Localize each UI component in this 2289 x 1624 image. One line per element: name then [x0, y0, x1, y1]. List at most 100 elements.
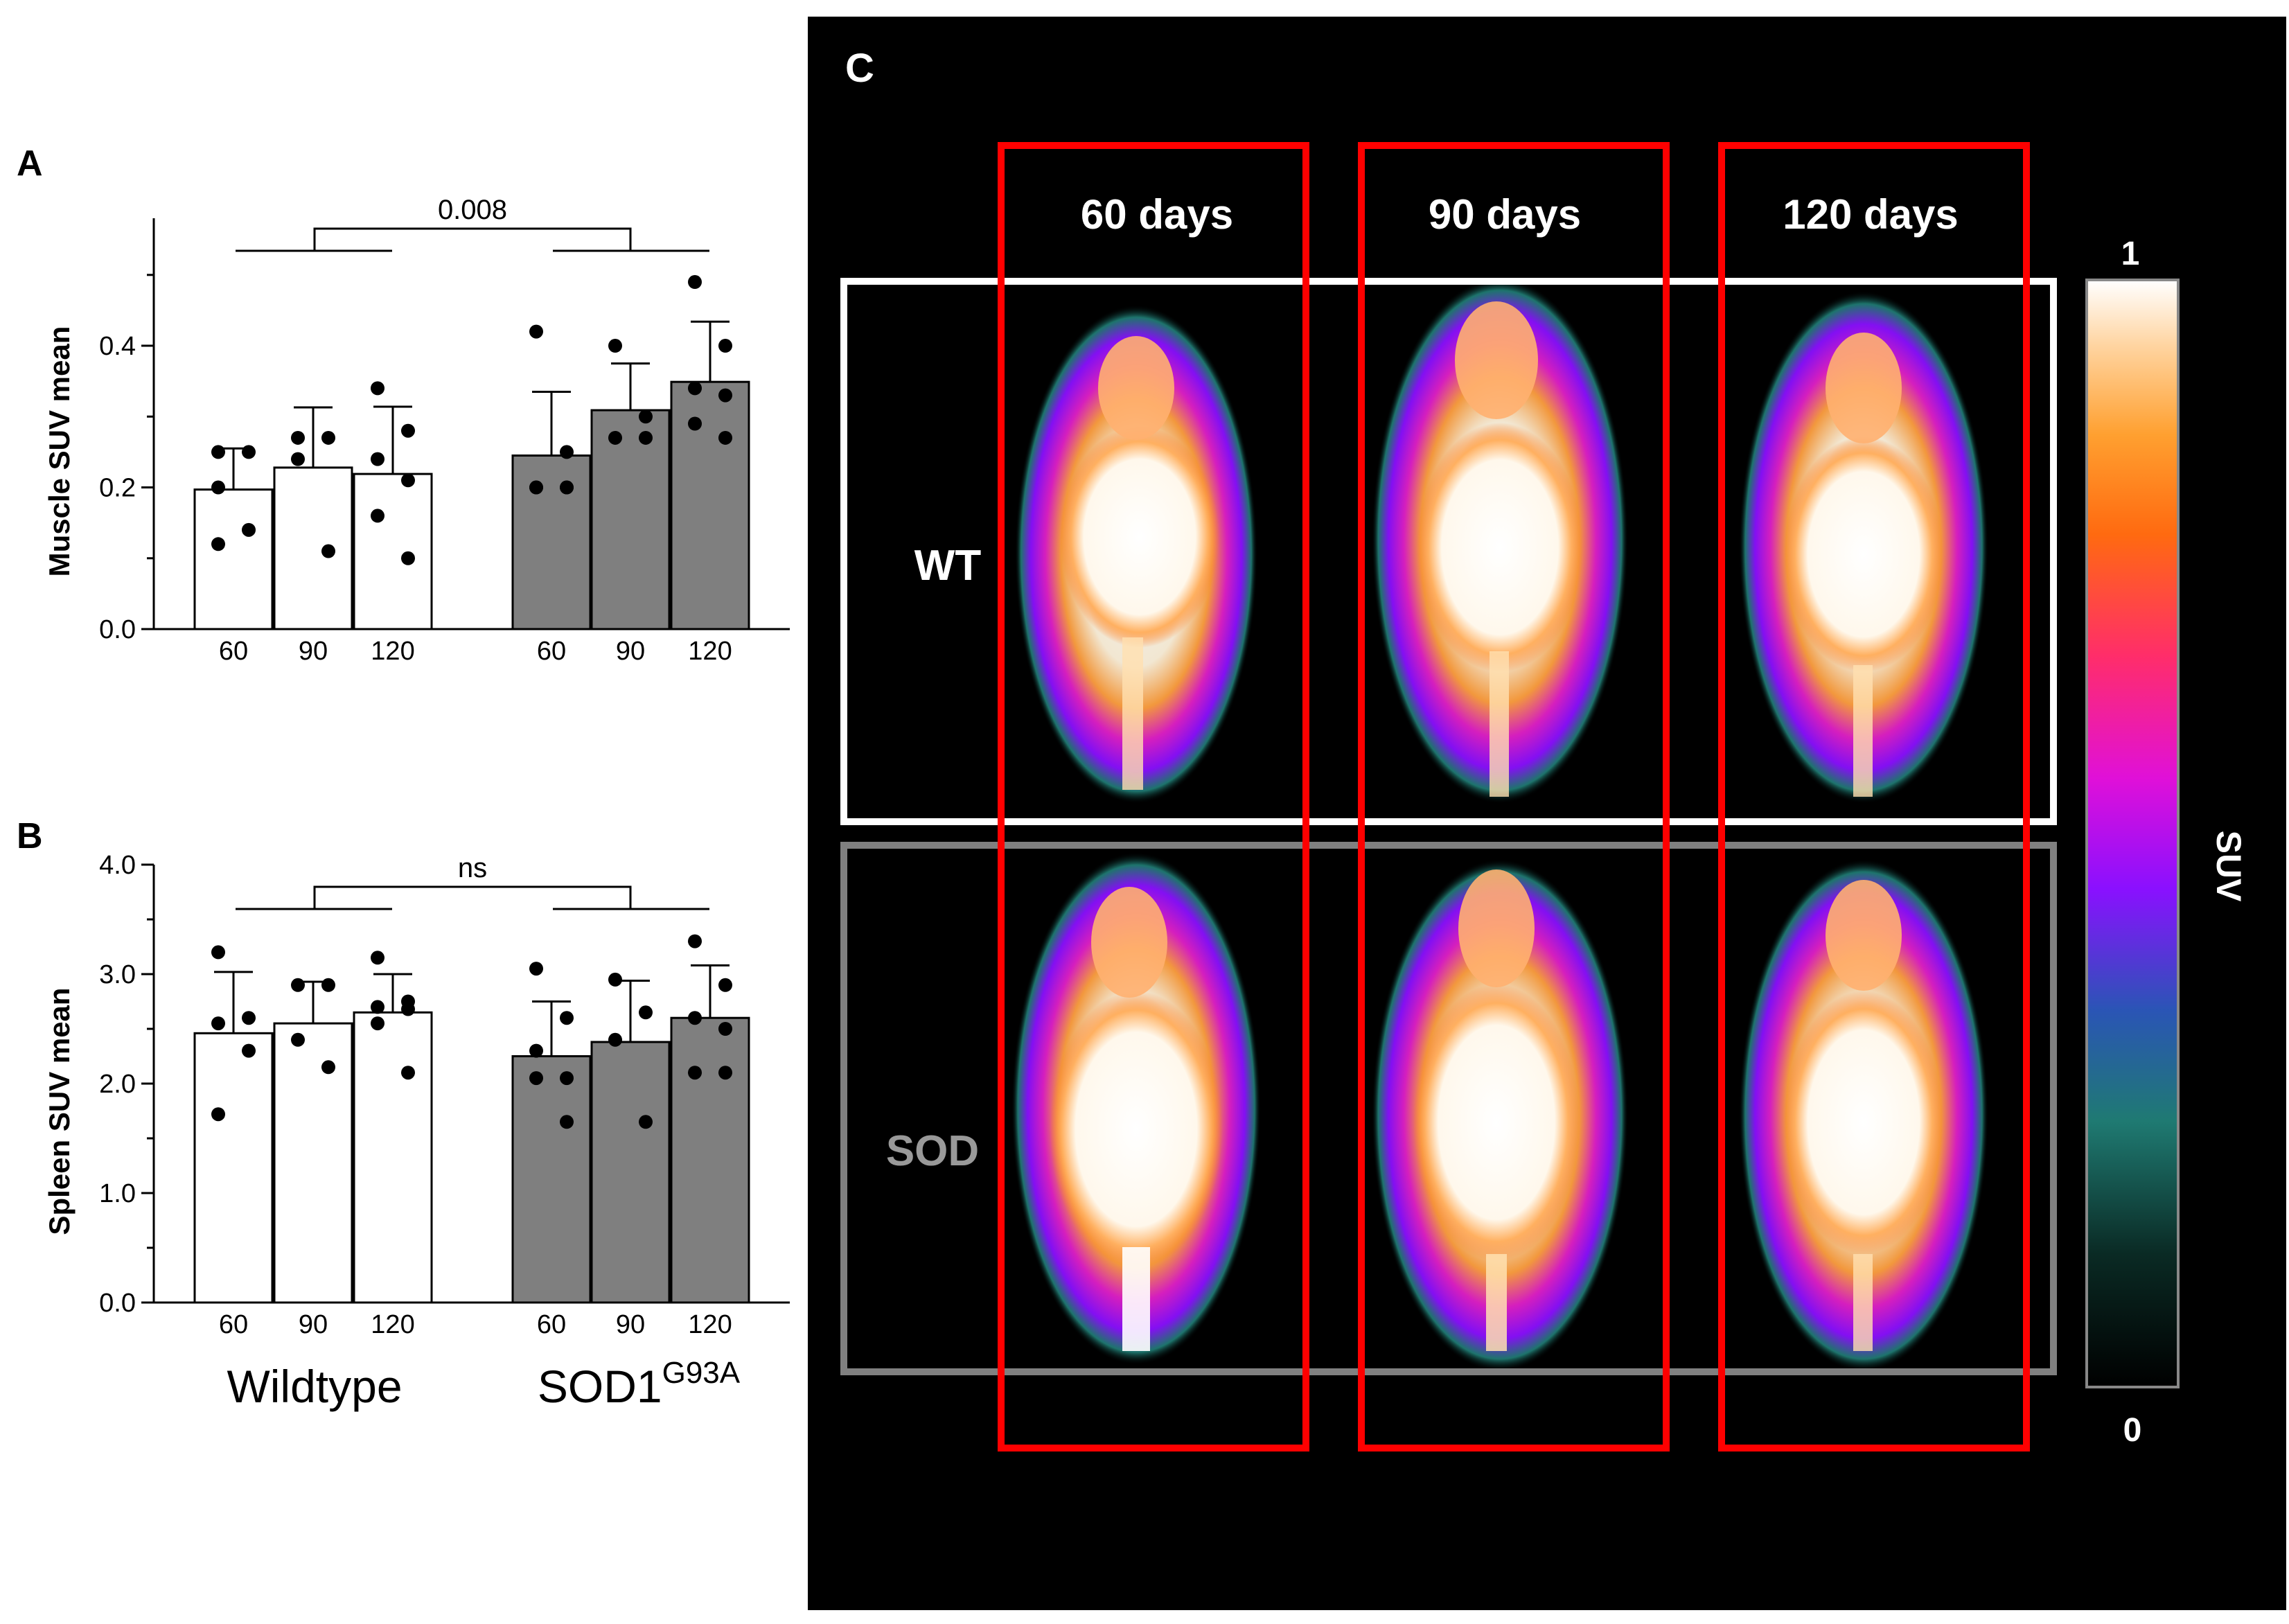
data-point [639, 409, 653, 424]
group-label-sod-base: SOD1 [538, 1361, 662, 1412]
x-tick-label: 60 [537, 1310, 566, 1339]
data-point [608, 972, 622, 987]
data-point [242, 522, 256, 537]
data-point [321, 1060, 335, 1075]
data-point [639, 1115, 653, 1129]
data-point [688, 416, 702, 431]
bar [273, 1022, 353, 1304]
data-point [371, 1000, 385, 1014]
row-label-sod: SOD [886, 1127, 979, 1175]
significance-label: 0.008 [438, 195, 507, 225]
x-tick-label: 120 [371, 637, 414, 666]
x-tick-label: 90 [299, 1310, 328, 1339]
data-point [211, 1107, 225, 1122]
panel-label-a: A [17, 143, 43, 184]
bar [590, 1041, 671, 1304]
data-point [560, 1011, 574, 1025]
data-point [560, 1115, 574, 1129]
data-point [211, 480, 225, 495]
bar [353, 1011, 433, 1304]
scan-wt-120 [1739, 291, 1988, 804]
data-point [608, 1032, 622, 1047]
data-point [371, 951, 385, 965]
row-label-wt: WT [914, 542, 982, 590]
column-label-60-days: 60 days [1081, 191, 1233, 238]
scan-sod-90 [1372, 859, 1628, 1372]
data-point [371, 452, 385, 466]
x-tick-label: 120 [371, 1310, 414, 1339]
panel-label-c: C [845, 46, 874, 91]
bar [193, 1032, 274, 1304]
bracket-connector [313, 227, 632, 251]
bar [511, 454, 592, 630]
y-tick-label: 1.0 [99, 1179, 136, 1208]
bar [670, 1016, 750, 1304]
colorbar-min-label: 0 [2123, 1412, 2142, 1449]
column-label-120-days: 120 days [1783, 191, 1959, 238]
data-point [401, 1002, 415, 1016]
data-point [291, 1032, 305, 1047]
x-tick-label: 120 [688, 637, 732, 666]
data-point [529, 480, 543, 495]
data-point [560, 1071, 574, 1086]
data-point [529, 324, 543, 339]
group-label-sod-superscript: G93A [662, 1356, 741, 1390]
data-point [321, 430, 335, 445]
y-tick-label: 2.0 [99, 1070, 136, 1099]
data-point [608, 430, 622, 445]
data-point [401, 1066, 415, 1080]
x-tick-label: 120 [688, 1310, 732, 1339]
x-tick-label: 90 [616, 1310, 645, 1339]
colorbar-max-label: 1 [2121, 236, 2140, 272]
y-tick-label: 0.4 [99, 332, 136, 361]
bar [511, 1055, 592, 1304]
data-point [718, 978, 732, 992]
significance-label: ns [458, 853, 487, 883]
bar [273, 466, 353, 630]
x-tick-label: 60 [537, 637, 566, 666]
data-point [211, 945, 225, 960]
scan-wt-60 [1015, 305, 1257, 804]
frame-col-120 [1718, 142, 2030, 1451]
data-point [291, 978, 305, 992]
bar [193, 488, 274, 630]
data-point [529, 1071, 543, 1086]
column-label-90-days: 90 days [1429, 191, 1581, 238]
chart-a: 0.0 0.2 0.4 Muscle SUV mean 60 90 120 60 90 120 0.… [43, 195, 790, 666]
data-point [401, 551, 415, 565]
bar [670, 380, 750, 630]
scan-sod-120 [1739, 859, 1988, 1372]
data-point [211, 537, 225, 551]
y-axis-label: Spleen SUV mean [43, 987, 76, 1235]
data-point [529, 962, 543, 976]
data-point [688, 381, 702, 396]
data-point [718, 388, 732, 403]
data-point [371, 509, 385, 523]
data-point [608, 339, 622, 353]
data-point [211, 1016, 225, 1031]
scan-sod-60 [1011, 852, 1261, 1365]
data-point [529, 1043, 543, 1058]
chart-b: 0.0 1.0 2.0 3.0 4.0 Spleen SUV mean 60 90 120 60 9… [43, 851, 790, 1339]
data-point [688, 934, 702, 948]
data-point [371, 1016, 385, 1031]
data-point [242, 1043, 256, 1058]
imaging-panel: C [808, 17, 2286, 1610]
colorbar-title: SUV [2209, 831, 2248, 902]
data-point [321, 544, 335, 558]
x-tick-label: 60 [219, 637, 248, 666]
bar [590, 409, 671, 630]
frame-row-wt [840, 278, 2057, 825]
suv-colorbar [2085, 279, 2180, 1388]
data-point [401, 473, 415, 488]
data-point [718, 339, 732, 353]
data-point [401, 423, 415, 438]
data-point [718, 1066, 732, 1080]
y-tick-label: 0.0 [99, 1289, 136, 1318]
data-point [718, 1022, 732, 1036]
data-point [242, 1011, 256, 1025]
data-point [291, 452, 305, 466]
x-tick-label: 90 [299, 637, 328, 666]
data-point [639, 1005, 653, 1020]
